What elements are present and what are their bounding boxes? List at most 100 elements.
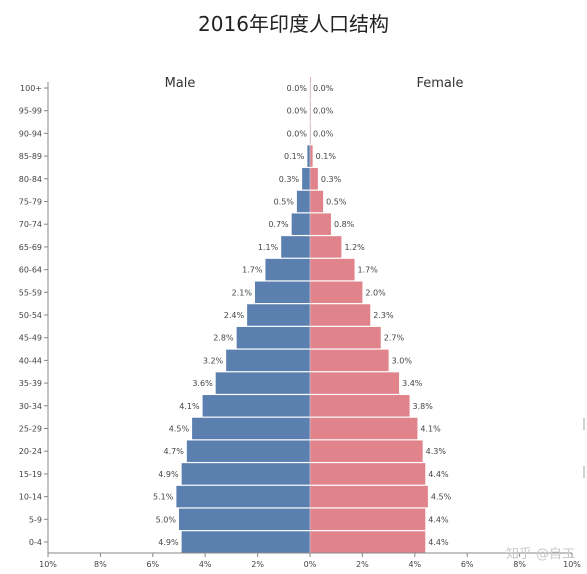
y-tick-label: 35-39 (19, 379, 42, 388)
y-tick-label: 75-79 (19, 198, 42, 207)
female-value-label: 0.0% (313, 129, 334, 138)
y-tick-label: 25-29 (19, 425, 42, 434)
y-tick-label: 55-59 (19, 288, 42, 297)
y-tick-label: 90-94 (19, 129, 42, 138)
y-tick-label: 60-64 (19, 266, 42, 275)
male-bar (307, 145, 310, 167)
female-value-label: 4.4% (428, 538, 449, 547)
female-value-label: 1.7% (358, 266, 379, 275)
female-value-label: 2.3% (373, 311, 394, 320)
male-value-label: 0.5% (274, 198, 295, 207)
male-bar (226, 349, 310, 372)
female-series-label: Female (416, 76, 463, 91)
female-bar (310, 145, 313, 167)
female-value-label: 0.0% (313, 107, 334, 116)
female-value-label: 3.4% (402, 379, 423, 388)
male-bar (265, 258, 310, 281)
female-value-label: 4.4% (428, 515, 449, 524)
male-value-label: 3.6% (192, 379, 213, 388)
male-value-label: 3.2% (203, 356, 224, 365)
male-value-label: 1.1% (258, 243, 279, 252)
y-tick-label: 95-99 (19, 107, 42, 116)
female-bar (310, 440, 423, 462)
y-tick-label: 30-34 (19, 402, 42, 411)
male-value-label: 0.7% (268, 220, 289, 229)
y-tick-label: 10-14 (19, 493, 42, 502)
male-value-label: 4.5% (169, 425, 190, 434)
male-bar (281, 236, 310, 258)
male-value-label: 0.1% (284, 152, 305, 161)
male-value-label: 4.9% (158, 470, 179, 479)
male-bar (215, 372, 310, 394)
x-tick-label: 0% (304, 560, 317, 569)
male-value-label: 4.1% (179, 402, 200, 411)
y-tick-label: 5-9 (29, 515, 42, 524)
y-tick-label: 15-19 (19, 470, 42, 479)
male-bar (176, 485, 310, 508)
male-bar (192, 417, 310, 440)
x-tick-label: 8% (94, 560, 107, 569)
male-bar (247, 304, 310, 326)
female-value-label: 2.7% (384, 334, 405, 343)
male-value-label: 0.0% (287, 129, 308, 138)
scroll-indicator (583, 466, 585, 478)
female-bar (310, 463, 426, 485)
female-value-label: 0.0% (313, 84, 334, 93)
y-tick-label: 45-49 (19, 334, 42, 343)
male-value-label: 0.0% (287, 107, 308, 116)
female-bar (310, 168, 318, 190)
female-bar (310, 213, 331, 235)
female-bar (310, 304, 371, 326)
male-value-label: 5.0% (156, 515, 177, 524)
chart-title: 2016年印度人口结构 (198, 12, 389, 36)
male-value-label: 5.1% (153, 493, 174, 502)
labels-group: 4.9% 4.4% 5.0% 4.4% 5.1% 4.5% 4.9% 4.4% 4.7% 4.3%… (153, 76, 463, 547)
y-tick-label: 0-4 (29, 538, 42, 547)
female-value-label: 1.2% (344, 243, 365, 252)
female-bar (310, 485, 428, 508)
female-value-label: 0.8% (334, 220, 355, 229)
male-bar (179, 508, 310, 531)
x-tick-label: 2% (251, 560, 264, 569)
x-tick-label: 4% (199, 560, 212, 569)
x-tick-label: 8% (513, 560, 526, 569)
female-bar (310, 372, 400, 394)
male-value-label: 2.4% (224, 311, 245, 320)
female-bar (310, 281, 363, 304)
female-bar (310, 236, 342, 258)
female-value-label: 3.8% (413, 402, 434, 411)
scroll-indicator (583, 418, 585, 430)
male-bar (296, 190, 310, 213)
male-value-label: 4.9% (158, 538, 179, 547)
male-value-label: 0.0% (287, 84, 308, 93)
y-tick-label: 20-24 (19, 447, 42, 456)
y-tick-label: 65-69 (19, 243, 42, 252)
y-tick-label: 85-89 (19, 152, 42, 161)
female-bar (310, 508, 426, 531)
female-value-label: 4.5% (431, 493, 452, 502)
female-value-label: 2.0% (365, 288, 386, 297)
female-value-label: 0.3% (321, 175, 342, 184)
bars-group (176, 77, 428, 553)
female-bar (310, 531, 426, 553)
axes-group: 0-4 5-9 10-14 15-19 20-24 25-29 30-34 35-39 40-4… (19, 82, 581, 569)
male-value-label: 2.8% (213, 334, 234, 343)
female-bar (310, 326, 381, 349)
female-value-label: 0.5% (326, 198, 347, 207)
female-bar (310, 395, 410, 417)
female-value-label: 4.1% (420, 425, 441, 434)
female-value-label: 4.4% (428, 470, 449, 479)
male-bar (202, 395, 310, 417)
female-value-label: 4.3% (426, 447, 447, 456)
male-value-label: 2.1% (232, 288, 253, 297)
x-tick-label: 10% (39, 560, 57, 569)
female-value-label: 3.0% (392, 356, 413, 365)
female-bar (310, 258, 355, 281)
male-bar (181, 531, 310, 553)
x-tick-label: 6% (146, 560, 159, 569)
male-bar (186, 440, 310, 462)
male-bar (236, 326, 310, 349)
y-tick-label: 100+ (20, 84, 42, 93)
watermark: 知乎 @自工 (505, 547, 575, 562)
